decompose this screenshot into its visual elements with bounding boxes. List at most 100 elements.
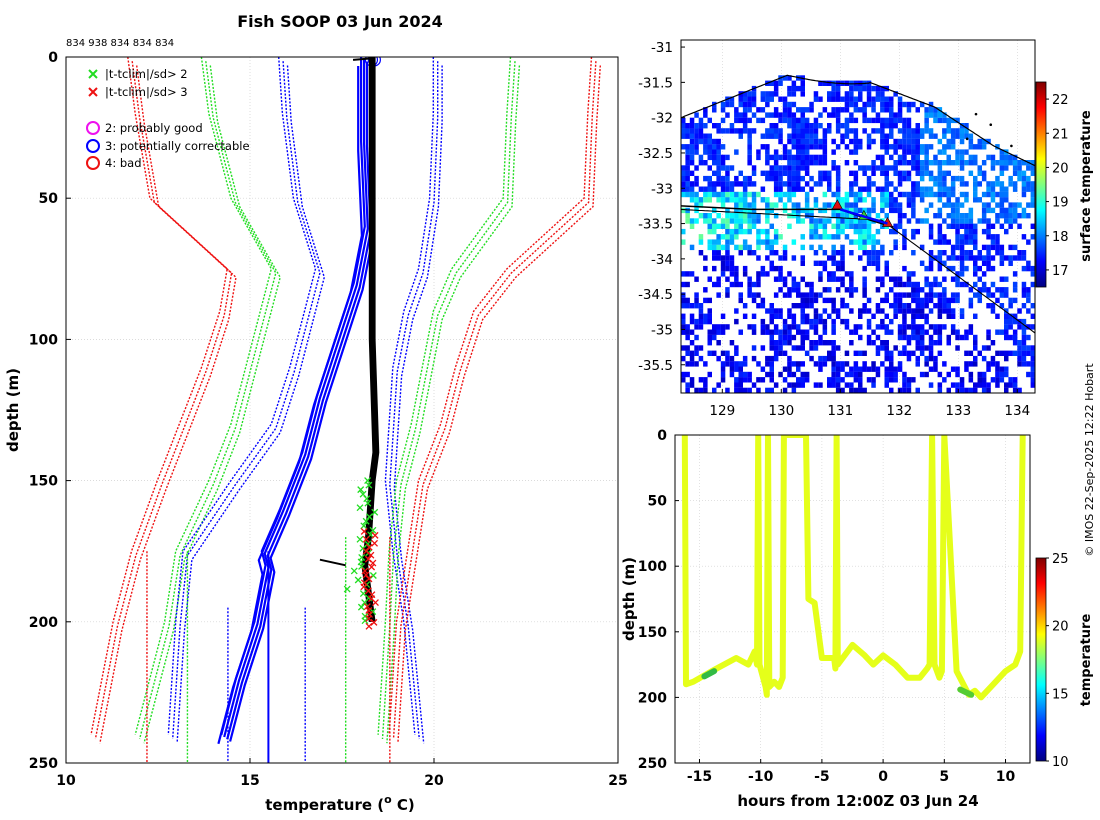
sst-cell — [747, 128, 752, 134]
sst-cell — [924, 345, 929, 351]
sst-cell — [968, 228, 974, 235]
sst-cell — [959, 175, 965, 182]
sst-cell — [1021, 303, 1027, 309]
green-flag-mark — [358, 562, 366, 570]
sst-cell — [796, 377, 801, 383]
sst-cell — [911, 154, 916, 161]
sst-cell — [875, 350, 881, 356]
sst-cell — [981, 175, 987, 182]
sst-cell — [1026, 202, 1031, 208]
sst-cell — [889, 329, 894, 335]
sst-cell — [889, 371, 894, 378]
sst-cell — [835, 387, 841, 393]
green-flag-mark — [369, 572, 377, 579]
sst-cell — [840, 318, 845, 325]
sst-cell — [915, 160, 920, 166]
profile-top-note: 834 938 834 834 834 — [66, 38, 174, 49]
sst-cell — [734, 112, 739, 118]
sst-cell — [1026, 213, 1031, 219]
sst-cell — [1012, 213, 1018, 219]
profile-y-tick-label: 250 — [29, 756, 58, 772]
sst-cell — [827, 377, 832, 383]
sst-cell — [751, 96, 757, 102]
sst-cell — [796, 329, 801, 335]
green-flag-mark — [361, 617, 369, 625]
red-flag-mark — [365, 543, 373, 551]
sst-cell — [742, 96, 748, 102]
sst-cell — [831, 308, 836, 314]
sst-cell — [942, 170, 947, 176]
sst-cell — [955, 218, 960, 224]
sst-cell — [818, 138, 823, 145]
sst-cell — [809, 218, 814, 224]
sst-cell — [937, 112, 943, 118]
sst-cell — [760, 265, 766, 272]
sst-cell — [813, 133, 819, 139]
sst-cell — [1026, 181, 1031, 187]
sst-cell — [849, 239, 854, 245]
sst-cell — [818, 313, 823, 319]
sst-cell — [787, 340, 792, 346]
sst-cell — [703, 112, 708, 118]
sst-cell — [734, 377, 739, 383]
sst-cell — [747, 213, 752, 219]
sst-cell — [831, 191, 836, 198]
sst-cell — [915, 345, 920, 351]
sst-cell — [937, 324, 943, 330]
sst-cell — [973, 260, 978, 266]
sst-cell — [831, 96, 836, 102]
sst-cell — [1026, 175, 1031, 182]
sst-cell — [968, 250, 974, 256]
sst-cell — [981, 207, 987, 214]
sst-cell — [875, 255, 881, 261]
sst-cell — [889, 377, 894, 383]
sst-cell — [853, 101, 859, 108]
sst-cell — [866, 228, 872, 235]
sst-cell — [986, 207, 991, 214]
sst-cell — [986, 366, 991, 372]
sst-cell — [694, 218, 699, 224]
sst-cell — [866, 223, 872, 229]
sst-cell — [791, 85, 797, 92]
sst-cell — [884, 366, 889, 372]
sst-cell — [981, 255, 987, 261]
sst-cell — [818, 361, 823, 367]
sst-cell — [950, 207, 956, 214]
sst-cell — [707, 350, 712, 356]
sst-cell — [778, 329, 783, 335]
sst-cell — [818, 276, 823, 282]
sst-cell — [880, 170, 885, 176]
sst-cell — [884, 133, 889, 139]
sst-cell — [871, 234, 876, 240]
sst-cell — [729, 371, 735, 378]
sst-cell — [840, 276, 845, 282]
sst-cell — [844, 202, 850, 208]
sst-cell — [977, 371, 982, 378]
sst-cell — [827, 287, 832, 293]
sst-cell — [738, 377, 743, 383]
sst-cell — [738, 366, 743, 372]
sst-cell — [889, 191, 894, 198]
sst-cell — [703, 255, 708, 261]
sst-cell — [720, 160, 726, 166]
sst-cell — [897, 297, 903, 304]
sst-cell — [973, 144, 978, 150]
sst-cell — [835, 371, 841, 378]
sst-cell — [893, 112, 898, 118]
sst-cell — [769, 170, 774, 176]
sst-cell — [791, 117, 797, 124]
sst-cell — [950, 297, 956, 304]
sst-cell — [924, 144, 929, 150]
sst-cell — [729, 181, 735, 187]
sst-cell — [1030, 186, 1035, 192]
sst-cell — [703, 144, 708, 150]
sst-cell — [800, 128, 805, 134]
sst-cell — [849, 207, 854, 214]
sst-cell — [906, 170, 912, 176]
sst-cell — [889, 101, 894, 108]
sst-cell — [973, 387, 978, 393]
sst-cell — [813, 308, 819, 314]
sst-cell — [844, 382, 850, 388]
sst-cell — [999, 202, 1005, 208]
sst-cell — [844, 133, 850, 139]
